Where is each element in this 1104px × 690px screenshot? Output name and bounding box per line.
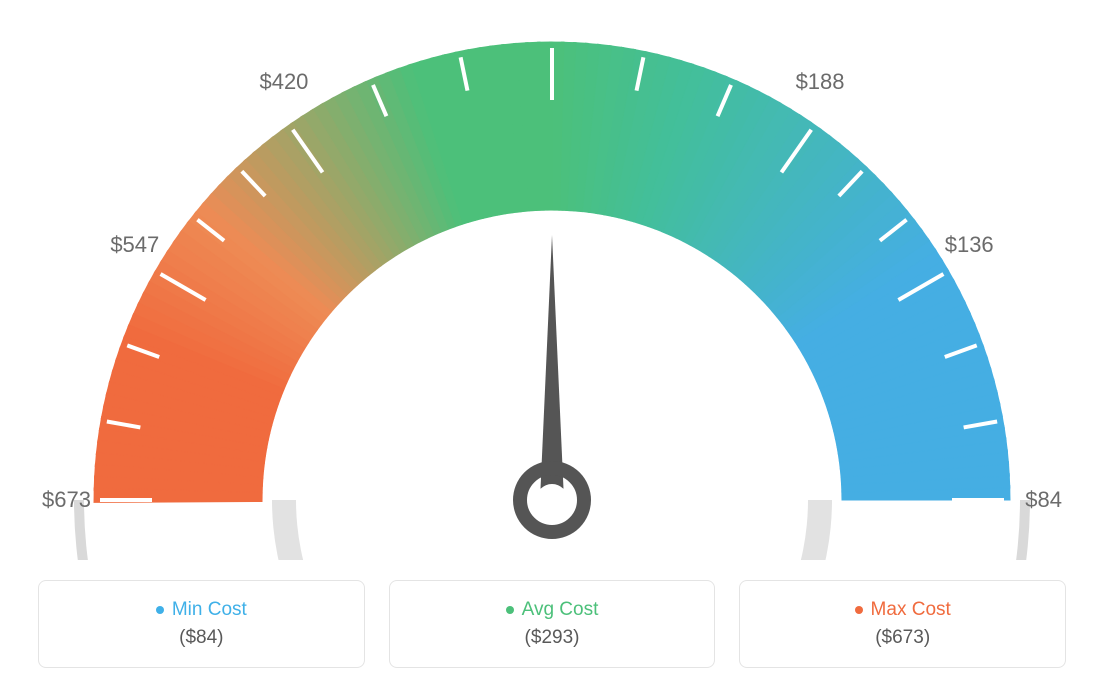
svg-text:$420: $420 (259, 69, 308, 94)
svg-text:$84: $84 (1025, 487, 1062, 512)
gauge-area: $84 $136 $188 $293 $420 $547 $673 (0, 0, 1104, 560)
svg-text:$673: $673 (42, 487, 91, 512)
svg-text:$136: $136 (945, 232, 994, 257)
svg-text:$547: $547 (110, 232, 159, 257)
legend-card-max: Max Cost ($673) (739, 580, 1066, 668)
legend-title-avg: Avg Cost (506, 599, 599, 621)
gauge-svg: $84 $136 $188 $293 $420 $547 $673 (0, 0, 1104, 560)
cost-gauge-container: $84 $136 $188 $293 $420 $547 $673 Min Cost ($8… (0, 0, 1104, 690)
legend-title-max-text: Max Cost (871, 599, 951, 621)
legend-card-min: Min Cost ($84) (38, 580, 365, 668)
legend-title-min-text: Min Cost (172, 599, 247, 621)
legend-value-max: ($673) (875, 627, 930, 649)
legend-value-min: ($84) (179, 627, 223, 649)
legend-title-max: Max Cost (855, 599, 951, 621)
legend-title-avg-text: Avg Cost (522, 599, 599, 621)
svg-text:$293: $293 (528, 0, 577, 2)
legend-dot-min (156, 606, 164, 614)
svg-text:$188: $188 (796, 69, 845, 94)
legend-row: Min Cost ($84) Avg Cost ($293) Max Cost … (0, 580, 1104, 668)
legend-value-avg: ($293) (525, 627, 580, 649)
legend-dot-avg (506, 606, 514, 614)
legend-card-avg: Avg Cost ($293) (389, 580, 716, 668)
legend-title-min: Min Cost (156, 599, 247, 621)
legend-dot-max (855, 606, 863, 614)
